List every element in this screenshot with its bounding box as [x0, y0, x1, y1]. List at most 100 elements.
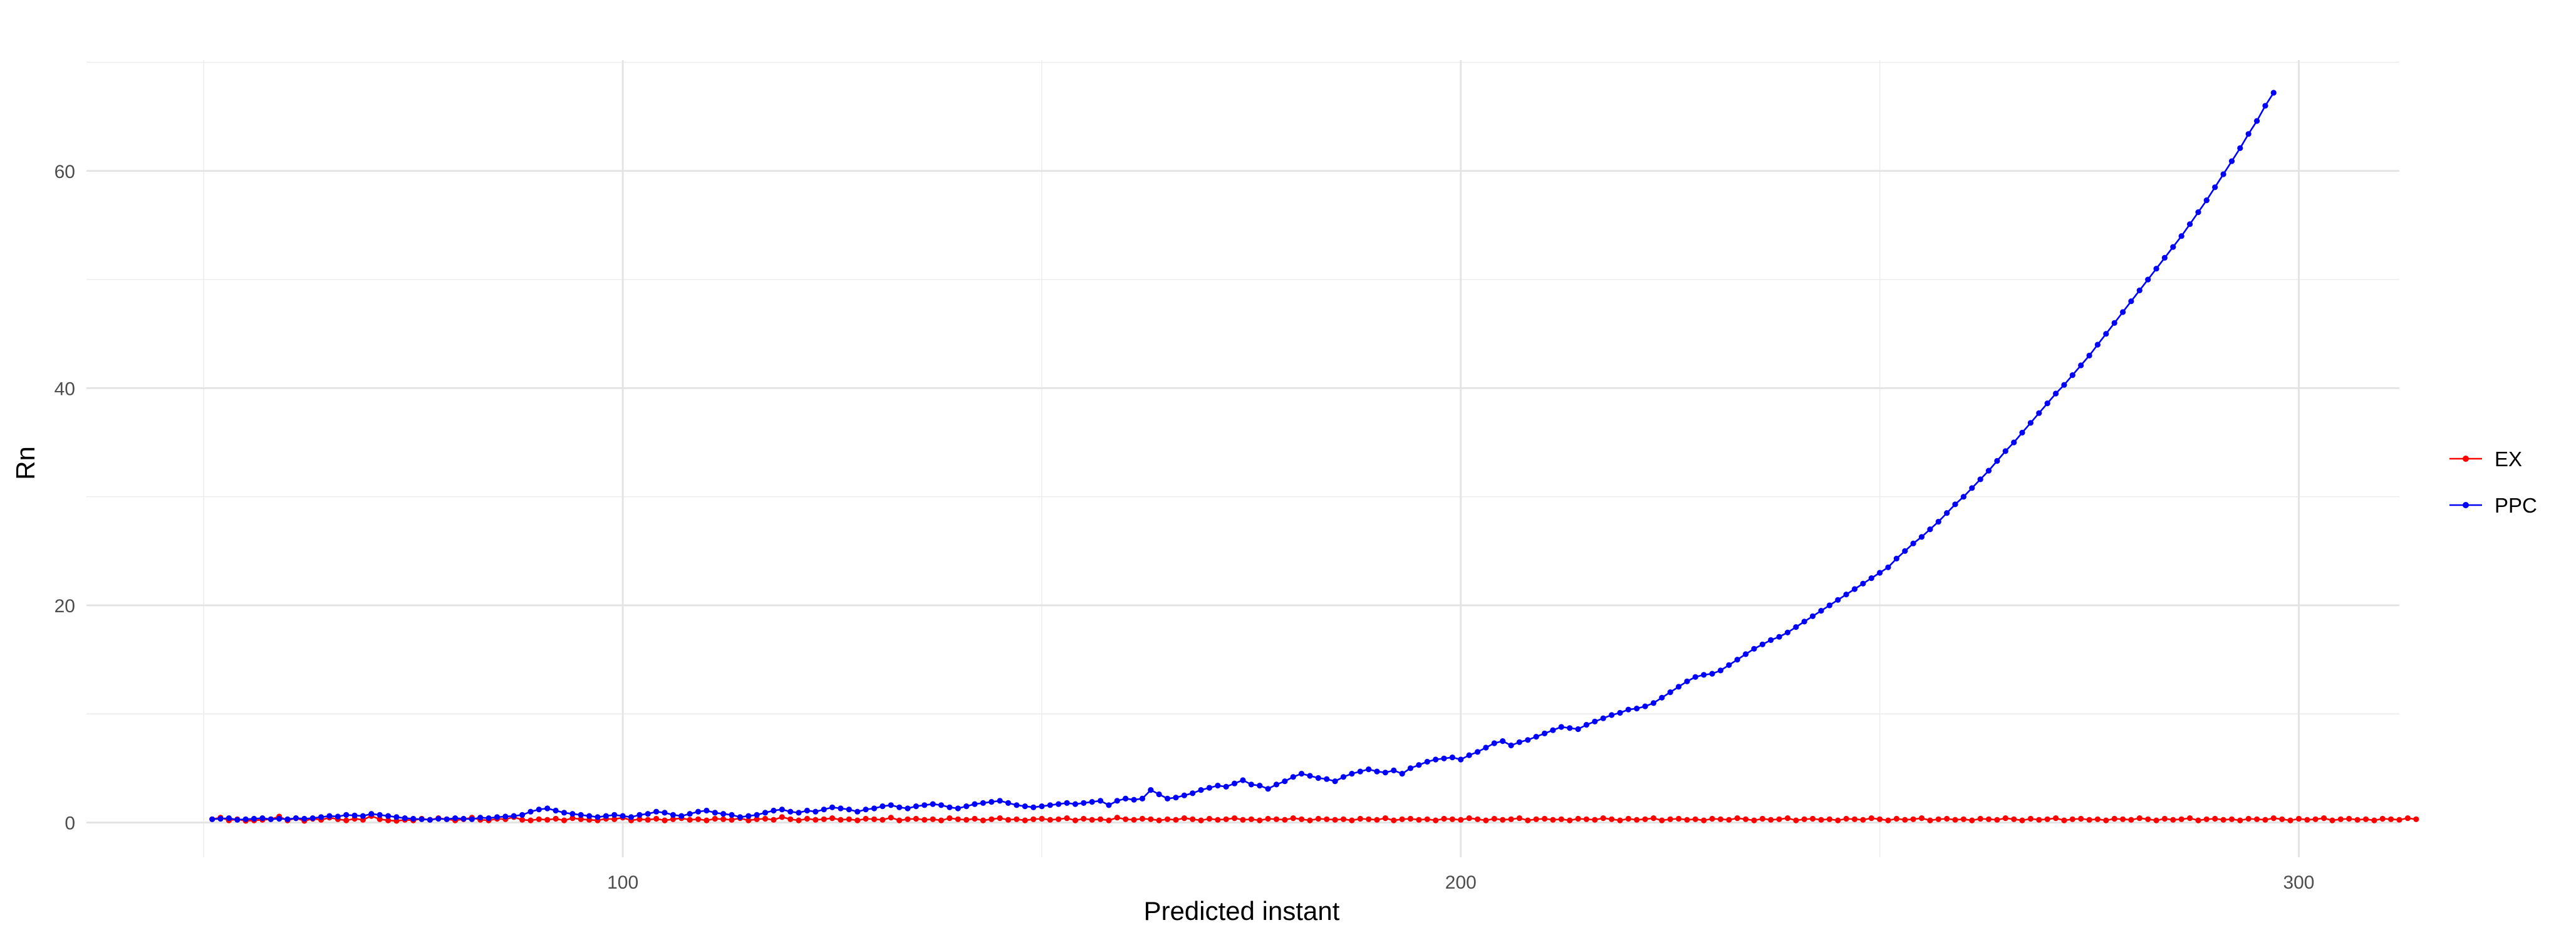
data-point-ex [1910, 816, 1916, 822]
data-point-ex [838, 817, 844, 823]
data-point-ex [2404, 815, 2411, 822]
data-point-ex [536, 816, 542, 822]
data-point-ex [1701, 817, 1707, 823]
data-point-ex [2103, 817, 2109, 823]
data-point-ppc [1525, 737, 1531, 743]
data-point-ex [1181, 815, 1187, 822]
data-point-ppc [871, 805, 877, 812]
data-point-ex [2388, 816, 2394, 822]
data-point-ppc [2002, 448, 2008, 454]
data-point-ex [2086, 817, 2092, 823]
data-point-ppc [1826, 602, 1832, 608]
data-point-ppc [2170, 244, 2176, 250]
data-point-ex [1575, 815, 1581, 822]
data-point-ppc [1014, 802, 1020, 808]
data-point-ex [1315, 815, 1321, 822]
data-point-ex [1550, 817, 1556, 823]
data-point-ex [888, 815, 894, 821]
data-point-ppc [267, 816, 274, 822]
data-point-ex [578, 816, 584, 822]
data-point-ex [2262, 817, 2268, 823]
data-point-ex [519, 817, 526, 823]
data-point-ex [1759, 815, 1765, 822]
data-point-ex [1466, 815, 1472, 822]
data-point-ppc [1835, 597, 1841, 603]
data-point-ppc [1483, 744, 1489, 751]
data-point-ex [561, 817, 568, 823]
data-point-ppc [1642, 703, 1648, 709]
data-point-ex [1692, 816, 1698, 822]
data-point-ex [1659, 817, 1665, 823]
data-point-ppc [1232, 780, 1238, 786]
data-point-ppc [829, 804, 836, 810]
data-point-ppc [301, 815, 308, 822]
data-point-ppc [2103, 331, 2109, 337]
data-point-ppc [930, 801, 936, 807]
data-point-ex [1374, 817, 1380, 823]
data-point-ppc [1985, 467, 1992, 474]
data-point-ex [1131, 817, 1137, 823]
axes: Predicted instant Rn 100 200 300 0 20 40 60 [11, 162, 2315, 926]
data-point-ppc [284, 816, 291, 822]
data-point-ex [1483, 817, 1489, 823]
data-point-ex [1282, 817, 1288, 823]
data-point-ex [712, 815, 718, 822]
data-point-ppc [1366, 766, 1372, 773]
data-point-ex [796, 817, 802, 823]
data-point-ex [1944, 815, 1950, 822]
data-point-ppc [1332, 778, 1338, 785]
data-point-ex [343, 817, 350, 823]
data-point-ppc [754, 812, 760, 818]
data-point-ppc [1449, 755, 1455, 761]
data-point-ppc [1860, 580, 1866, 587]
data-point-ex [2295, 815, 2302, 822]
data-point-ppc [1039, 803, 1045, 810]
data-point-ppc [1064, 800, 1070, 806]
data-point-ex [880, 817, 886, 823]
data-point-ex [1851, 816, 1858, 822]
data-point-ppc [469, 816, 475, 822]
data-point-ppc [385, 813, 392, 819]
data-point-ppc [1382, 770, 1388, 776]
data-point-ppc [418, 816, 425, 822]
data-point-ppc [1081, 800, 1087, 806]
data-point-ppc [1877, 570, 1883, 576]
data-point-ppc [1868, 575, 1874, 582]
data-point-ex [938, 817, 944, 823]
data-point-ex [687, 817, 693, 823]
data-point-ppc [2053, 390, 2059, 397]
data-point-ex [1248, 816, 1254, 822]
data-point-ppc [2178, 233, 2184, 239]
data-point-ex [2413, 816, 2419, 822]
data-point-ex [1240, 817, 1246, 823]
data-point-ppc [2094, 342, 2101, 348]
data-point-ex [922, 817, 928, 823]
series-layer [209, 90, 2419, 824]
data-point-ppc [913, 803, 919, 810]
data-point-ppc [1743, 651, 1749, 657]
data-point-ex [1307, 817, 1313, 823]
y-tick-label: 0 [65, 813, 75, 834]
data-point-ppc [603, 813, 610, 819]
data-point-ppc [2136, 287, 2142, 293]
data-point-ppc [1173, 795, 1179, 801]
data-point-ppc [360, 813, 366, 819]
data-point-ppc [410, 815, 417, 822]
data-point-ppc [1550, 727, 1556, 733]
data-point-ppc [1265, 786, 1271, 792]
data-point-ppc [293, 815, 299, 822]
data-point-ppc [402, 815, 408, 822]
data-point-ex [2153, 817, 2159, 823]
legend: EX PPC [2449, 447, 2537, 517]
data-point-ex [2279, 816, 2285, 822]
data-point-ex [1257, 817, 1263, 823]
data-point-ppc [1190, 790, 1196, 796]
data-point-ppc [2120, 309, 2126, 315]
data-point-ppc [1944, 510, 1950, 516]
data-point-ex [2329, 817, 2335, 823]
data-point-ppc [1491, 740, 1497, 746]
data-point-ppc [896, 804, 903, 810]
data-point-ppc [653, 808, 660, 815]
data-point-ex [1642, 816, 1648, 822]
data-point-ppc [427, 817, 434, 823]
